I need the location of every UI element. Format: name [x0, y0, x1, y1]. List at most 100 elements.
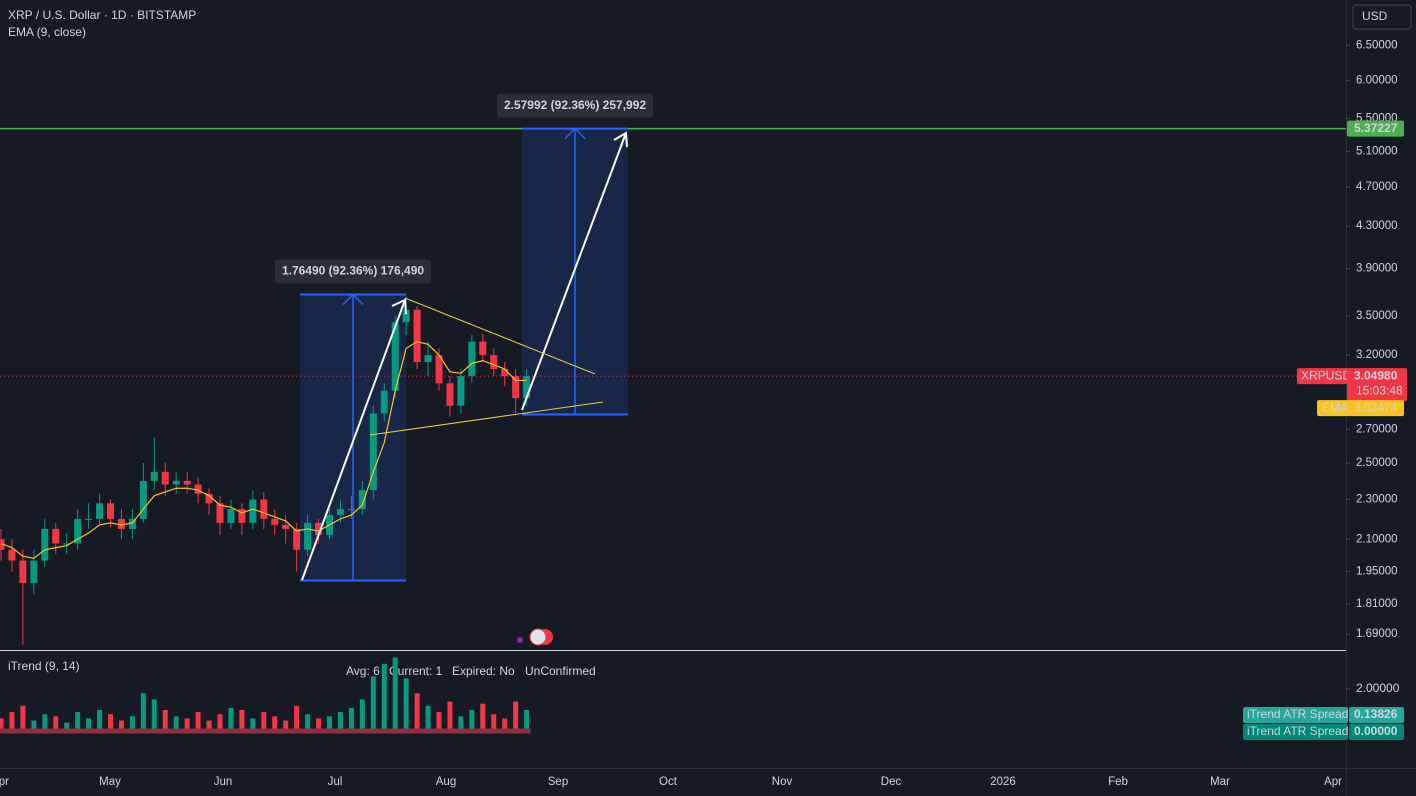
candle-body: [358, 490, 366, 510]
indicator-bar: [228, 707, 234, 732]
y-tick-label: 4.70000: [1356, 181, 1398, 193]
indicator-value: 0.00000: [1354, 724, 1398, 738]
y-tick-label: 2.30000: [1356, 494, 1398, 506]
countdown: 15:03:48: [1356, 383, 1403, 397]
event-spark: [517, 637, 523, 643]
indicator-bar: [414, 693, 420, 732]
indicator-bar: [502, 718, 508, 732]
y-tick-label: 4.30000: [1356, 220, 1398, 232]
x-tick-label: Feb: [1108, 776, 1128, 788]
indicator-bar: [75, 712, 81, 732]
indicator-bar: [436, 712, 442, 732]
candle-body: [8, 549, 16, 561]
measure-label-bg: [497, 93, 653, 118]
candle-body: [30, 560, 38, 583]
measure-label: 1.76490 (92.36%) 176,490: [282, 264, 424, 278]
indicator-bar: [261, 712, 267, 732]
y-tick-label: 3.20000: [1356, 349, 1398, 361]
candle-body: [74, 518, 82, 544]
indicator-bar: [458, 716, 464, 732]
candle-body: [85, 518, 93, 520]
indicator-value: 0.13826: [1354, 707, 1398, 721]
candle-body: [205, 493, 213, 504]
indicator-bar: [524, 710, 530, 732]
measure-arrowhead: [342, 293, 364, 306]
x-tick-label: Jun: [214, 776, 233, 788]
candle-body: [304, 522, 312, 550]
candle-body: [19, 560, 27, 583]
candle-body: [523, 376, 531, 399]
measure-arrowhead: [564, 127, 586, 140]
y-tick-label: 5.10000: [1356, 145, 1398, 157]
y-tick-label: 6.00000: [1356, 74, 1398, 86]
candle-body: [315, 522, 323, 536]
indicator-bar: [305, 714, 311, 732]
measure-label-bg: [275, 259, 431, 284]
indicator-value-bg: [1349, 707, 1404, 723]
indicator-name-bg: [1243, 707, 1348, 723]
indicator-bar: [184, 718, 190, 732]
indicator-bar: [272, 716, 278, 732]
x-tick-label: 2026: [990, 776, 1016, 788]
currency[interactable]: USD: [1362, 9, 1388, 23]
candle-body: [216, 503, 224, 523]
indicator-stat: UnConfirmed: [525, 664, 596, 678]
indicator-bar: [381, 663, 387, 732]
candle-body: [52, 528, 60, 544]
indicator-bar: [108, 714, 113, 732]
indicator-bar: [206, 720, 212, 732]
indicator-bar: [217, 714, 223, 732]
indicator-bar: [403, 678, 409, 732]
price-axis: 6.500006.000005.500005.100004.700004.300…: [0, 39, 1398, 788]
indicator-bar: [348, 707, 354, 732]
candle-body: [41, 528, 49, 561]
x-tick-label: Mar: [1210, 776, 1230, 788]
indicator-bar: [283, 720, 289, 732]
y-tick-label: 1.69000: [1356, 628, 1398, 640]
indicator-bar: [370, 676, 376, 732]
candle-body: [380, 390, 388, 414]
candle-body: [150, 471, 158, 481]
projection-2: [521, 132, 627, 411]
candle-body: [63, 543, 71, 545]
candle-body: [501, 368, 509, 377]
indicator-bar: [425, 705, 431, 732]
x-tick-label: Apr: [0, 776, 9, 788]
indicator-bar: [162, 710, 168, 732]
drawings: [369, 297, 604, 436]
indicator-title: iTrend (9, 14): [8, 659, 80, 673]
candle-body: [271, 518, 279, 525]
indicator-bar: [0, 718, 4, 732]
x-tick-label: Apr: [1324, 776, 1342, 788]
x-tick-label: Jul: [328, 776, 343, 788]
candle-body: [391, 322, 399, 391]
currency-button[interactable]: [1352, 4, 1412, 30]
indicator-tick-label: 2.00000: [1356, 681, 1400, 695]
indicator-stat: Expired: No: [452, 664, 515, 678]
triangle-lower: [369, 401, 604, 436]
symbol-title: XRP / U.S. Dollar · 1D · BITSTAMP: [8, 8, 196, 22]
ema-value-bg: [1347, 400, 1404, 417]
triangle-upper: [404, 297, 596, 375]
indicator-bar: [31, 720, 37, 732]
measure-label: 2.57992 (92.36%) 257,992: [504, 98, 646, 112]
indicator-name: iTrend ATR Spread: [1247, 724, 1348, 738]
y-tick-label: 3.90000: [1356, 263, 1398, 275]
indicator-bar: [316, 718, 322, 732]
symbol-label: XRPUSD: [1301, 368, 1351, 382]
candle-body: [227, 509, 235, 523]
ema-value: 3.02474: [1354, 400, 1398, 414]
target-label-bg: [1347, 120, 1404, 137]
indicator-bar: [97, 710, 103, 732]
indicator-bar: [140, 693, 146, 732]
indicator-bar: [53, 716, 59, 732]
projection-2-head: [613, 131, 628, 148]
x-tick-label: Dec: [881, 776, 902, 788]
last-price-bg: [1347, 368, 1407, 402]
ema-legend: EMA (9, close): [8, 25, 86, 39]
indicator-bar: [118, 720, 124, 732]
candle-body: [512, 376, 520, 399]
indicator-bar: [250, 718, 256, 732]
